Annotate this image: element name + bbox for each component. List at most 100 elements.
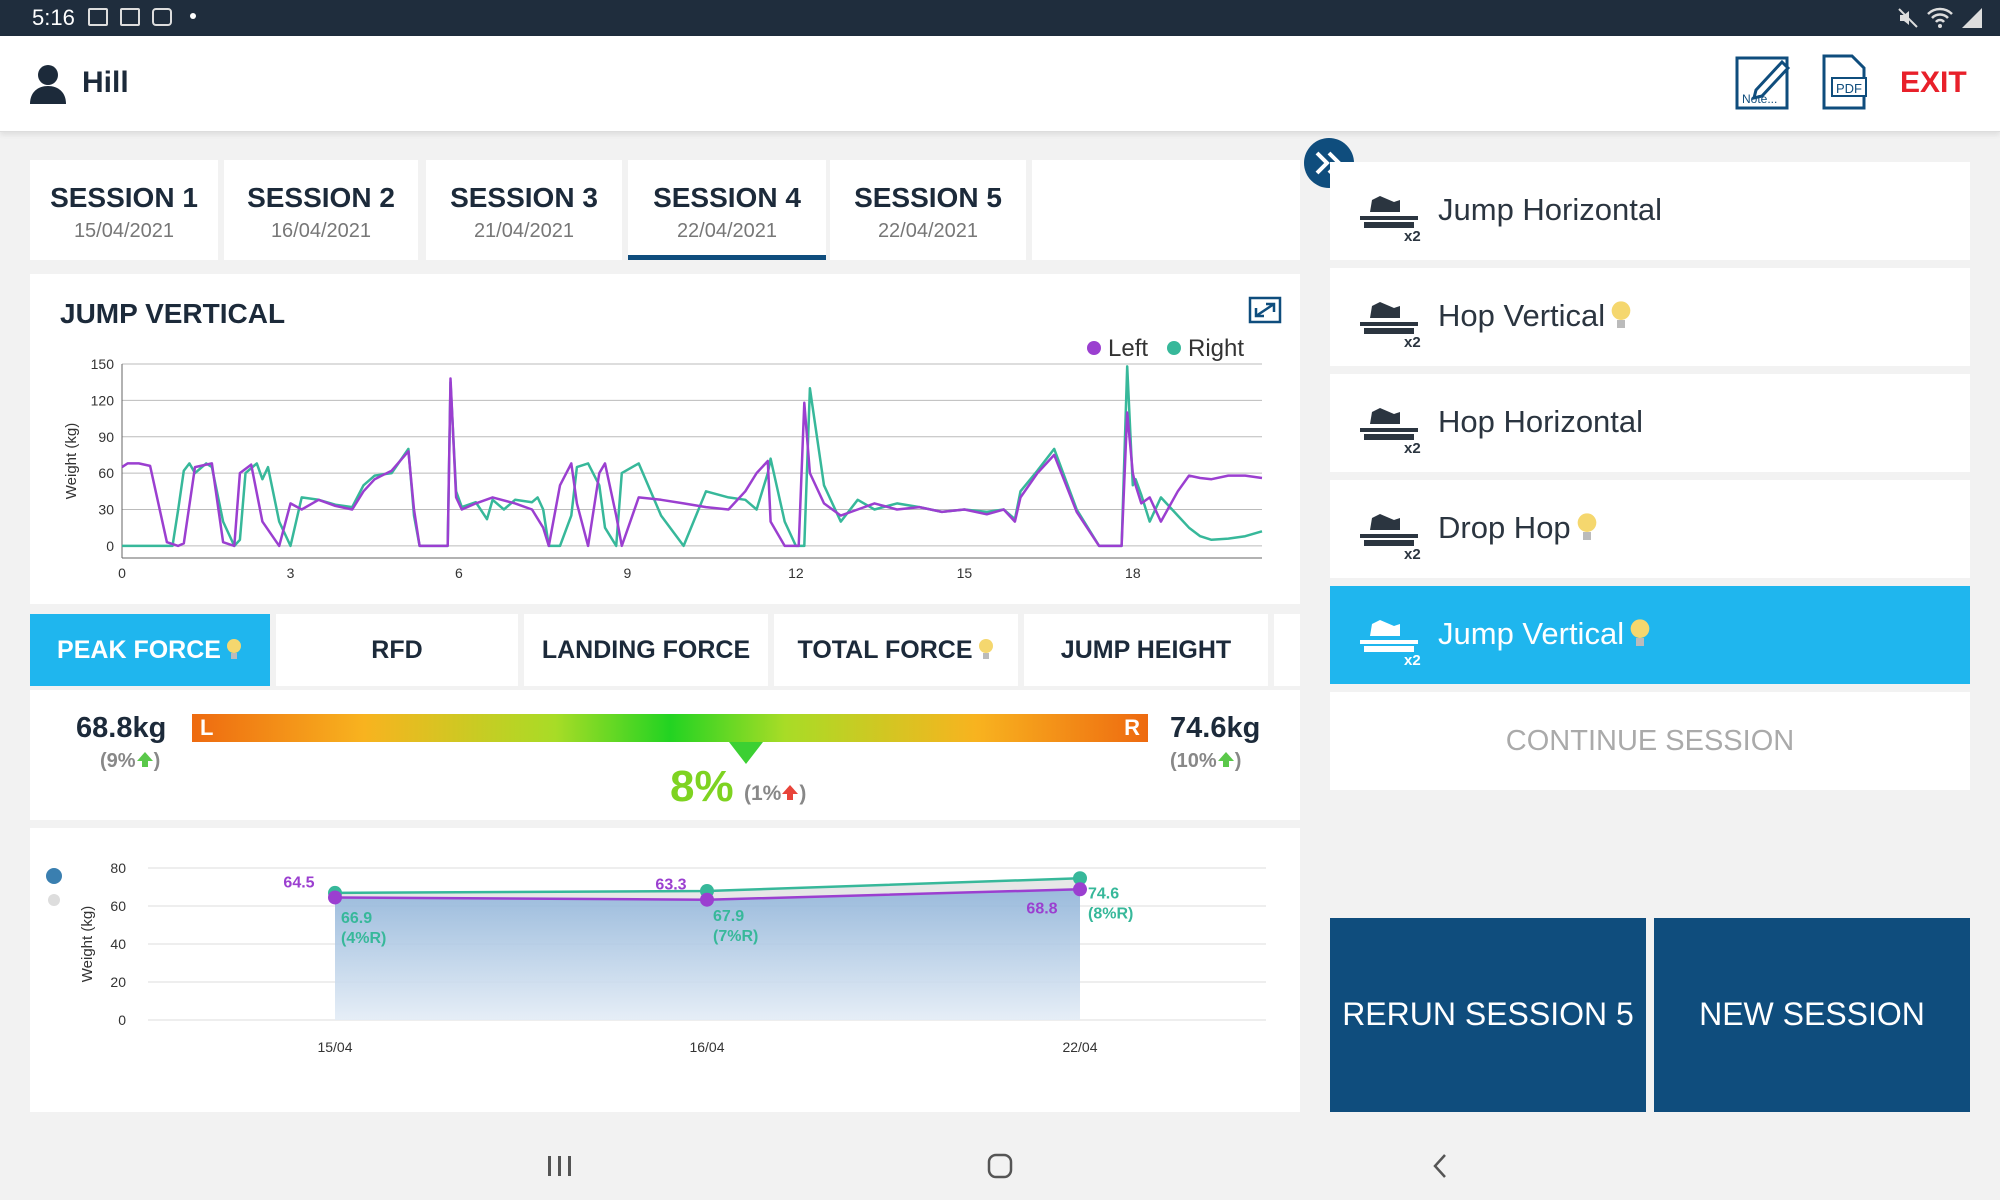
y-tick-label: 0 bbox=[106, 538, 114, 554]
exercise-badge: x2 bbox=[1404, 228, 1421, 245]
tab-session-2[interactable]: SESSION 2 16/04/2021 bbox=[224, 160, 418, 260]
y-tick-label: 80 bbox=[110, 860, 126, 876]
x-tick-label: 9 bbox=[624, 565, 632, 581]
right-point bbox=[1073, 871, 1087, 886]
asymmetry-change: (1%) bbox=[744, 782, 806, 806]
tab-session-1[interactable]: SESSION 1 15/04/2021 bbox=[30, 160, 218, 260]
y-axis-label: Weight (kg) bbox=[79, 906, 96, 982]
x-tick-label: 6 bbox=[455, 565, 463, 581]
exit-button[interactable]: EXIT bbox=[1900, 66, 1967, 99]
right-percent-label: (4%R) bbox=[341, 930, 386, 947]
shoe-platform-icon bbox=[1360, 514, 1418, 546]
tab-session-3[interactable]: SESSION 3 21/04/2021 bbox=[426, 160, 622, 260]
exercise-label: Jump Horizontal bbox=[1438, 192, 1662, 228]
expand-icon[interactable] bbox=[1248, 296, 1282, 324]
rerun-session-button[interactable]: RERUN SESSION 5 bbox=[1330, 918, 1646, 1112]
bulb-icon bbox=[978, 639, 993, 659]
force-trace-chart: 0 30 60 90 120 150 0 3 6 9 12 15 18 Weight (kg) Left Ri… bbox=[63, 335, 1263, 581]
metric-tab-jump-height[interactable]: JUMP HEIGHT bbox=[1024, 614, 1268, 686]
exercise-item-hop-horizontal[interactable]: x2 Hop Horizontal bbox=[1330, 374, 1970, 472]
legend-swatch bbox=[1167, 341, 1181, 355]
session-date: 15/04/2021 bbox=[73, 220, 175, 242]
chart-title: JUMP VERTICAL bbox=[60, 298, 286, 329]
session-date: 16/04/2021 bbox=[270, 220, 372, 242]
signal-icon bbox=[1962, 8, 1982, 28]
metric-tab-label: TOTAL FORCE bbox=[797, 635, 973, 664]
session-panel: SESSION 1 15/04/2021 SESSION 2 16/04/2021 … bbox=[30, 160, 1300, 1112]
metric-tab-peak-force[interactable]: PEAK FORCE bbox=[30, 614, 270, 686]
right-value: 74.6kg bbox=[1170, 712, 1261, 744]
user-icon bbox=[30, 65, 66, 104]
metric-tab-label: RFD bbox=[371, 635, 423, 664]
x-tick-label: 15/04 bbox=[317, 1039, 352, 1055]
right-percent-label: (7%R) bbox=[713, 928, 758, 945]
session-date: 22/04/2021 bbox=[877, 220, 979, 242]
mail-icon bbox=[120, 8, 140, 26]
pdf-label: PDF bbox=[1836, 81, 1862, 96]
exercise-label: Drop Hop bbox=[1438, 510, 1599, 546]
close-paren: ) bbox=[153, 750, 161, 772]
x-tick-label: 3 bbox=[287, 565, 295, 581]
x-tick-label: 12 bbox=[788, 565, 804, 581]
note-button[interactable]: Note... bbox=[1734, 52, 1794, 112]
bulb-icon bbox=[1630, 619, 1650, 646]
right-value-label: 74.6 bbox=[1088, 885, 1119, 902]
x-tick-label: 22/04 bbox=[1062, 1039, 1097, 1055]
status-bar: 5:16 bbox=[0, 0, 2000, 36]
shoe-platform-icon bbox=[1360, 620, 1418, 652]
exercise-item-jump-horizontal[interactable]: x2 Jump Horizontal bbox=[1330, 162, 1970, 260]
trend-chart: 0 20 40 60 80 Weight (kg) 64.5 63.3 68.8 66.9 (4%R… bbox=[79, 860, 1266, 1055]
legend-dot-icon[interactable] bbox=[46, 892, 62, 908]
x-tick-label: 18 bbox=[1125, 565, 1141, 581]
session-label: SESSION 4 bbox=[653, 182, 801, 213]
back-icon[interactable] bbox=[1430, 1152, 1450, 1180]
left-value-label: 63.3 bbox=[655, 877, 686, 894]
legend-label: Left bbox=[1108, 335, 1148, 362]
asymmetry-card: 68.8kg (9%) L R 8% (1%) 74.6kg (10%) bbox=[30, 690, 1300, 820]
metric-tab-spacer bbox=[1274, 614, 1300, 686]
x-tick-label: 15 bbox=[957, 565, 973, 581]
exercise-label-text: Jump Horizontal bbox=[1438, 192, 1662, 227]
metric-tab-rfd[interactable]: RFD bbox=[276, 614, 518, 686]
shoe-platform-icon bbox=[1360, 196, 1418, 228]
mute-icon bbox=[1898, 8, 1918, 28]
right-change: (10%) bbox=[1170, 750, 1241, 773]
left-point bbox=[328, 890, 342, 905]
metric-tab-landing-force[interactable]: LANDING FORCE bbox=[524, 614, 768, 686]
arrow-up-icon bbox=[136, 752, 153, 767]
home-icon[interactable] bbox=[986, 1152, 1014, 1180]
close-paren: ) bbox=[1234, 750, 1242, 772]
trend-card: 0 20 40 60 80 Weight (kg) 64.5 63.3 68.8 66.9 (4%R… bbox=[30, 828, 1300, 1112]
continue-session-button[interactable]: CONTINUE SESSION bbox=[1330, 692, 1970, 790]
y-tick-label: 60 bbox=[110, 898, 126, 914]
exercise-item-drop-hop[interactable]: x2 Drop Hop bbox=[1330, 480, 1970, 578]
tab-session-4[interactable]: SESSION 4 22/04/2021 bbox=[628, 160, 826, 260]
metric-tab-total-force[interactable]: TOTAL FORCE bbox=[774, 614, 1018, 686]
recent-apps-icon[interactable] bbox=[546, 1154, 574, 1178]
legend-dot-icon[interactable] bbox=[44, 866, 64, 886]
note-icon bbox=[1735, 56, 1791, 110]
status-time: 5:16 bbox=[32, 5, 75, 30]
exercise-item-hop-vertical[interactable]: x2 Hop Vertical bbox=[1330, 268, 1970, 366]
y-tick-label: 60 bbox=[98, 465, 114, 481]
bulb-icon bbox=[1577, 513, 1597, 540]
shoe-platform-icon bbox=[1360, 408, 1418, 440]
top-bar: Hill Note... PDF EXIT bbox=[0, 36, 2000, 132]
left-change-text: (9% bbox=[100, 750, 136, 772]
exercise-badge: x2 bbox=[1404, 334, 1421, 351]
session-label: SESSION 1 bbox=[50, 182, 198, 213]
username: Hill bbox=[82, 66, 129, 99]
y-tick-label: 150 bbox=[91, 356, 115, 372]
new-session-button[interactable]: NEW SESSION bbox=[1654, 918, 1970, 1112]
exercise-label-text: Jump Vertical bbox=[1438, 616, 1625, 651]
bulb-icon bbox=[1611, 301, 1631, 328]
bar-right-label: R bbox=[1124, 715, 1140, 740]
right-percent-label: (8%R) bbox=[1088, 905, 1133, 922]
pdf-button[interactable]: PDF bbox=[1810, 52, 1870, 112]
exercise-item-jump-vertical[interactable]: x2 Jump Vertical bbox=[1330, 586, 1970, 684]
tab-session-5[interactable]: SESSION 5 22/04/2021 bbox=[830, 160, 1026, 260]
y-axis-label: Weight (kg) bbox=[63, 423, 80, 499]
exercise-badge: x2 bbox=[1404, 440, 1421, 457]
shoe-platform-icon bbox=[1360, 302, 1418, 334]
exercise-label: Hop Horizontal bbox=[1438, 404, 1643, 440]
